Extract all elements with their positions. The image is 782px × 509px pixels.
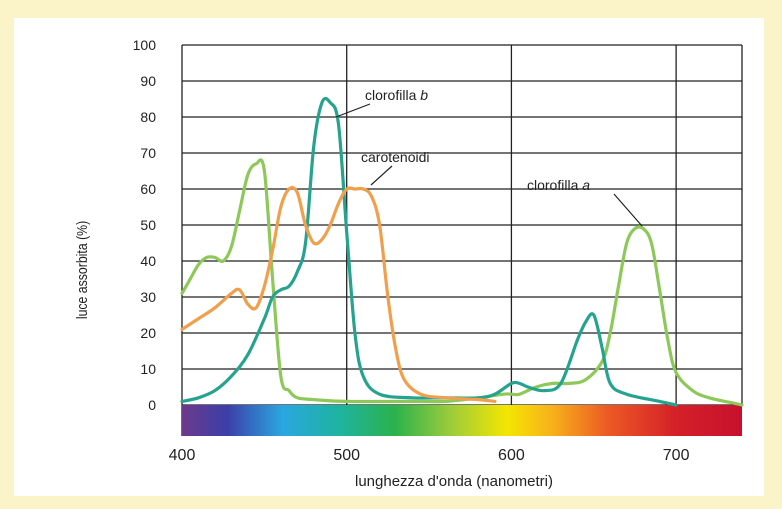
- leader-clorofilla-a: [613, 193, 643, 227]
- chart-frame: 0 10 20 30 40 50 60 70 80 90 100 400 500 600 700 luce …: [14, 18, 764, 496]
- y-tick-label-90: 90: [140, 73, 156, 89]
- visible-spectrum-bar: [182, 405, 742, 436]
- leader-clorofilla-b: [335, 103, 371, 118]
- tick-labels: 0 10 20 30 40 50 60 70 80 90 100 400 500 600 700: [133, 37, 690, 464]
- y-tick-label-20: 20: [140, 325, 156, 341]
- x-tick-label-600: 600: [498, 447, 525, 464]
- y-tick-label-80: 80: [140, 109, 156, 125]
- y-tick-label-40: 40: [140, 253, 156, 269]
- annotation-clorofilla-a: clorofilla a: [527, 177, 643, 227]
- x-tick-label-400: 400: [169, 447, 196, 464]
- y-tick-label-50: 50: [140, 217, 156, 233]
- series-layer: [180, 96, 744, 407]
- x-axis-title: lunghezza d'onda (nanometri): [355, 473, 553, 490]
- y-tick-label-70: 70: [140, 145, 156, 161]
- y-tick-label-60: 60: [140, 181, 156, 197]
- annotation-clorofilla-b: clorofilla b: [335, 87, 428, 118]
- label-clorofilla-a: clorofilla a: [527, 177, 590, 193]
- leader-carotenoidi: [370, 165, 393, 186]
- x-tick-label-500: 500: [333, 447, 360, 464]
- annotation-carotenoidi: carotenoidi: [361, 149, 430, 186]
- y-tick-label-0: 0: [148, 397, 156, 413]
- series-line-clorofilla-b: [180, 96, 678, 407]
- y-tick-label-10: 10: [140, 361, 156, 377]
- x-tick-label-700: 700: [663, 447, 690, 464]
- series-line-clorofilla-a: [180, 158, 744, 407]
- y-tick-label-100: 100: [133, 37, 157, 53]
- y-tick-label-30: 30: [140, 289, 156, 305]
- grid: [181, 44, 743, 436]
- y-axis-title: luce assorbita (%): [74, 221, 90, 319]
- label-clorofilla-b: clorofilla b: [365, 87, 428, 103]
- series-line-carotenoidi: [180, 185, 497, 403]
- absorption-spectrum-chart: 0 10 20 30 40 50 60 70 80 90 100 400 500 600 700 luce …: [74, 37, 744, 490]
- label-carotenoidi: carotenoidi: [361, 149, 430, 165]
